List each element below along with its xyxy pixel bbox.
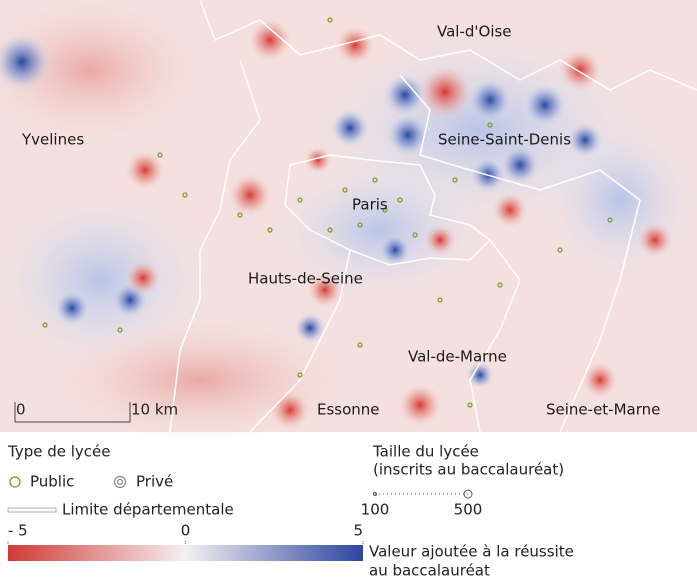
legend-item: Public (30, 473, 74, 491)
private-symbol (116, 478, 124, 486)
size-tick-label: 100 (361, 501, 390, 519)
school-points (42, 17, 613, 408)
boundary-symbol (7, 507, 57, 513)
department-labels: Val-d'Oise Yvelines Seine-Saint-Denis Pa… (21, 23, 660, 419)
scale-bar-label: 0 (16, 401, 26, 419)
color-tick-label: 5 (353, 522, 363, 540)
department-label: Val-de-Marne (408, 348, 507, 366)
color-scale-title: au baccalauréat (369, 562, 490, 579)
scale-bar-label: 10 km (131, 401, 178, 419)
department-label: Yvelines (21, 131, 84, 149)
department-label: Seine-et-Marne (546, 401, 660, 419)
department-label: Hauts-de-Seine (248, 270, 363, 288)
department-label: Seine-Saint-Denis (438, 131, 571, 149)
size-tick-label: 500 (454, 501, 483, 519)
public-symbol (9, 476, 21, 488)
legend-title: Type de lycée (7, 443, 111, 461)
department-label: Val-d'Oise (437, 23, 512, 41)
department-boundaries (169, 0, 697, 433)
scale-bar: 0 10 km (14, 401, 178, 423)
map: Val-d'Oise Yvelines Seine-Saint-Denis Pa… (0, 0, 697, 440)
legend-item: Privé (136, 473, 173, 491)
private-symbol (113, 475, 127, 489)
color-scale-title: Valeur ajoutée à la réussite (369, 543, 574, 561)
color-ticks: - 5 0 5 (7, 522, 364, 545)
department-label: Essonne (317, 401, 380, 419)
heat-blobs (0, 0, 697, 440)
legend-subtitle: (inscrits au baccalauréat) (373, 461, 564, 479)
color-bar (8, 545, 363, 561)
size-symbol (373, 492, 377, 496)
legend: Type de lycée Public Privé Limite départ… (7, 443, 574, 579)
legend-item: Limite départementale (62, 501, 234, 519)
color-tick-label: 0 (181, 522, 191, 540)
color-tick-label: - 5 (8, 522, 28, 540)
department-label: Paris (352, 196, 388, 214)
legend-title: Taille du lycée (372, 443, 479, 461)
size-symbol (463, 489, 473, 499)
size-ticks: 100 500 (361, 489, 483, 519)
